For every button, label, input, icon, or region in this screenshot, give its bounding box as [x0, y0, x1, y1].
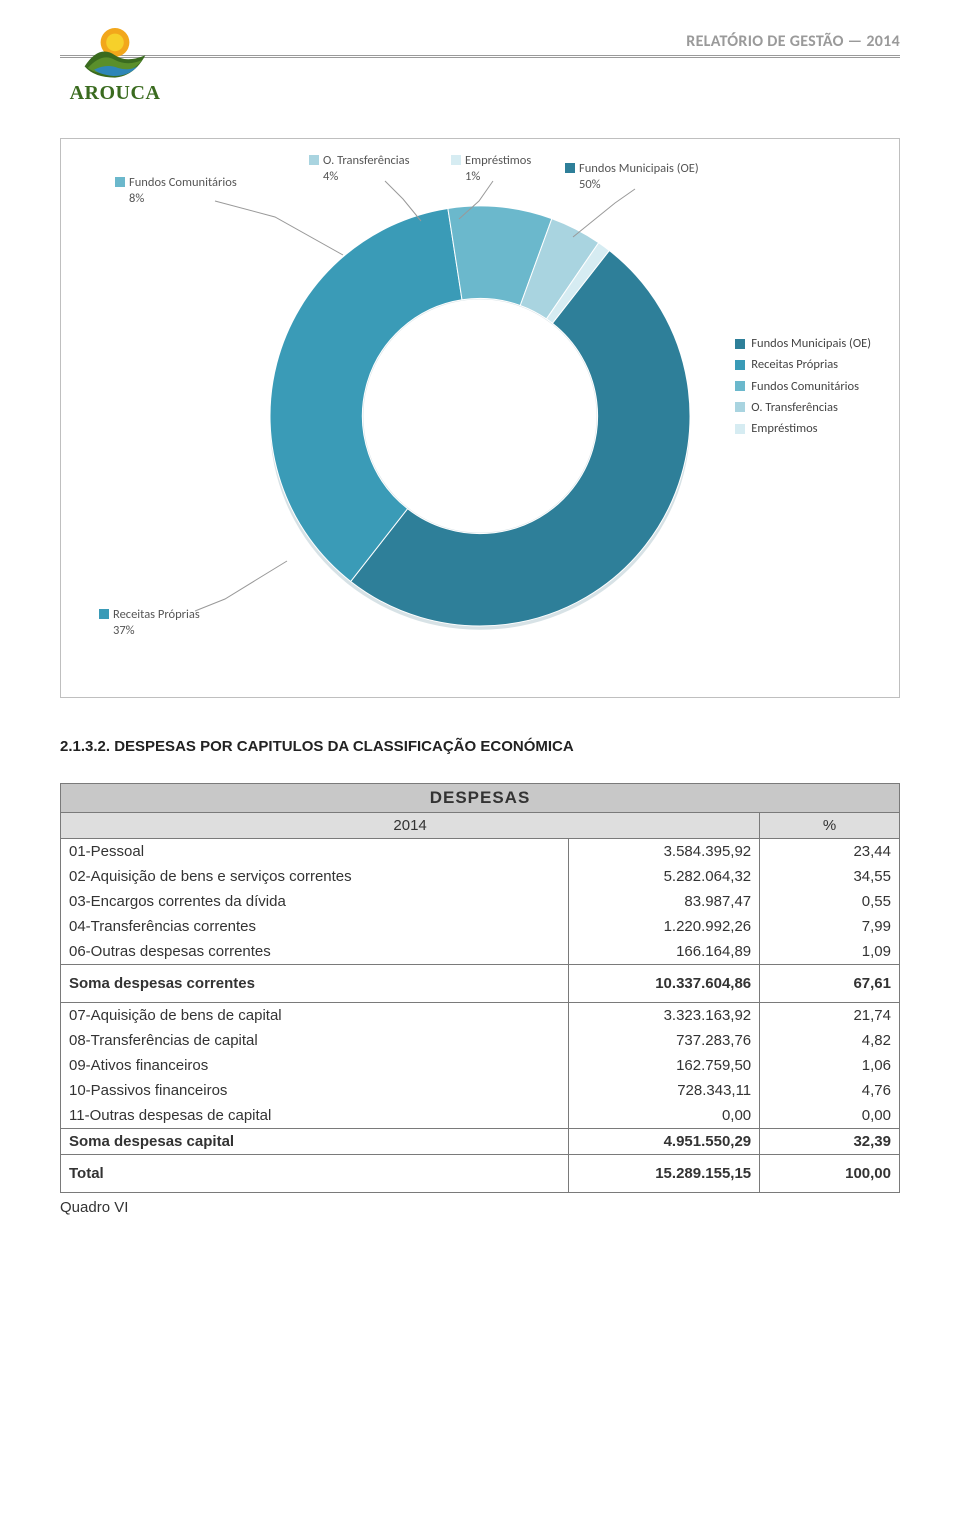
row-label: 02-Aquisição de bens e serviços corrente… — [61, 864, 569, 889]
row-label: 04-Transferências correntes — [61, 914, 569, 939]
row-value: 166.164,89 — [568, 939, 759, 965]
legend-item: O. Transferências — [735, 397, 871, 418]
subtotal-value: 10.337.604,86 — [568, 965, 759, 1003]
subtotal-pct: 67,61 — [760, 965, 900, 1003]
callout-o-transferencias: O. Transferências 4% — [309, 153, 410, 184]
callout-emprestimos: Empréstimos 1% — [451, 153, 531, 184]
row-value: 3.323.163,92 — [568, 1003, 759, 1029]
legend-label: Fundos Municipais (OE) — [751, 333, 871, 354]
row-pct: 7,99 — [760, 914, 900, 939]
table-row: 08-Transferências de capital737.283,764,… — [61, 1028, 900, 1053]
callout-value: 4% — [323, 169, 338, 184]
table-pct-label: % — [760, 813, 900, 839]
legend-label: Receitas Próprias — [751, 354, 838, 375]
table-row: 06-Outras despesas correntes166.164,891,… — [61, 939, 900, 965]
legend-item: Receitas Próprias — [735, 354, 871, 375]
callout-value: 37% — [113, 623, 135, 638]
section-heading: 2.1.3.2. DESPESAS POR CAPITULOS DA CLASS… — [60, 738, 900, 755]
row-value: 728.343,11 — [568, 1078, 759, 1103]
row-label: 08-Transferências de capital — [61, 1028, 569, 1053]
callout-fundos-municipais: Fundos Municipais (OE) 50% — [565, 161, 699, 192]
row-label: 01-Pessoal — [61, 839, 569, 865]
table-row: 03-Encargos correntes da dívida83.987,47… — [61, 889, 900, 914]
legend-swatch-icon — [735, 424, 745, 434]
callout-value: 1% — [465, 169, 480, 184]
row-value: 737.283,76 — [568, 1028, 759, 1053]
row-pct: 21,74 — [760, 1003, 900, 1029]
despesas-table: DESPESAS 2014 % 01-Pessoal3.584.395,9223… — [60, 783, 900, 1193]
total-row: Total 15.289.155,15 100,00 — [61, 1155, 900, 1193]
report-title: RELATÓRIO DE GESTÃO — 2014 — [686, 32, 900, 51]
table-title: DESPESAS — [61, 784, 900, 813]
callout-label: O. Transferências — [323, 153, 410, 168]
table-row: 07-Aquisição de bens de capital3.323.163… — [61, 1003, 900, 1029]
row-label: 03-Encargos correntes da dívida — [61, 889, 569, 914]
logo: AROUCA — [60, 20, 170, 105]
subtotal-capital: Soma despesas capital 4.951.550,29 32,39 — [61, 1129, 900, 1155]
row-value: 0,00 — [568, 1103, 759, 1129]
legend-item: Fundos Municipais (OE) — [735, 333, 871, 354]
callout-label: Fundos Comunitários — [129, 175, 237, 190]
row-value: 162.759,50 — [568, 1053, 759, 1078]
arouca-logo-icon — [75, 20, 155, 84]
legend-swatch-icon — [735, 339, 745, 349]
callout-label: Receitas Próprias — [113, 607, 200, 622]
row-pct: 1,06 — [760, 1053, 900, 1078]
row-value: 1.220.992,26 — [568, 914, 759, 939]
subtotal-pct: 32,39 — [760, 1129, 900, 1155]
legend-item: Empréstimos — [735, 418, 871, 439]
callout-fundos-comunitarios: Fundos Comunitários 8% — [115, 175, 237, 206]
row-value: 5.282.064,32 — [568, 864, 759, 889]
donut-chart — [260, 196, 700, 636]
row-label: 09-Ativos financeiros — [61, 1053, 569, 1078]
row-pct: 34,55 — [760, 864, 900, 889]
donut-chart-frame: Fundos Municipais (OE)Receitas PrópriasF… — [60, 138, 900, 698]
table-caption: Quadro VI — [60, 1199, 900, 1216]
row-label: 11-Outras despesas de capital — [61, 1103, 569, 1129]
subtotal-label: Soma despesas correntes — [61, 965, 569, 1003]
callout-label: Fundos Municipais (OE) — [579, 161, 699, 176]
callout-value: 8% — [129, 191, 144, 206]
row-value: 3.584.395,92 — [568, 839, 759, 865]
table-row: 10-Passivos financeiros728.343,114,76 — [61, 1078, 900, 1103]
legend-swatch-icon — [735, 381, 745, 391]
subtotal-label: Soma despesas capital — [61, 1129, 569, 1155]
callout-label: Empréstimos — [465, 153, 531, 168]
subtotal-correntes: Soma despesas correntes 10.337.604,86 67… — [61, 965, 900, 1003]
table-row: 01-Pessoal3.584.395,9223,44 — [61, 839, 900, 865]
row-pct: 23,44 — [760, 839, 900, 865]
row-label: 07-Aquisição de bens de capital — [61, 1003, 569, 1029]
legend-swatch-icon — [735, 360, 745, 370]
table-row: 04-Transferências correntes1.220.992,267… — [61, 914, 900, 939]
row-pct: 4,76 — [760, 1078, 900, 1103]
row-pct: 0,55 — [760, 889, 900, 914]
logo-text: AROUCA — [70, 82, 161, 105]
total-label: Total — [61, 1155, 569, 1193]
total-pct: 100,00 — [760, 1155, 900, 1193]
row-pct: 0,00 — [760, 1103, 900, 1129]
callout-receitas-proprias: Receitas Próprias 37% — [99, 607, 200, 638]
row-label: 10-Passivos financeiros — [61, 1078, 569, 1103]
row-pct: 1,09 — [760, 939, 900, 965]
table-row: 09-Ativos financeiros162.759,501,06 — [61, 1053, 900, 1078]
table-year: 2014 — [61, 813, 760, 839]
legend-label: Fundos Comunitários — [751, 376, 859, 397]
chart-legend: Fundos Municipais (OE)Receitas PrópriasF… — [735, 333, 871, 439]
row-label: 06-Outras despesas correntes — [61, 939, 569, 965]
table-row: 11-Outras despesas de capital0,000,00 — [61, 1103, 900, 1129]
legend-label: Empréstimos — [751, 418, 817, 439]
subtotal-value: 4.951.550,29 — [568, 1129, 759, 1155]
row-value: 83.987,47 — [568, 889, 759, 914]
callout-value: 50% — [579, 177, 601, 192]
page-header: AROUCA RELATÓRIO DE GESTÃO — 2014 — [60, 30, 900, 58]
total-value: 15.289.155,15 — [568, 1155, 759, 1193]
row-pct: 4,82 — [760, 1028, 900, 1053]
legend-label: O. Transferências — [751, 397, 838, 418]
table-row: 02-Aquisição de bens e serviços corrente… — [61, 864, 900, 889]
legend-swatch-icon — [735, 402, 745, 412]
legend-item: Fundos Comunitários — [735, 376, 871, 397]
